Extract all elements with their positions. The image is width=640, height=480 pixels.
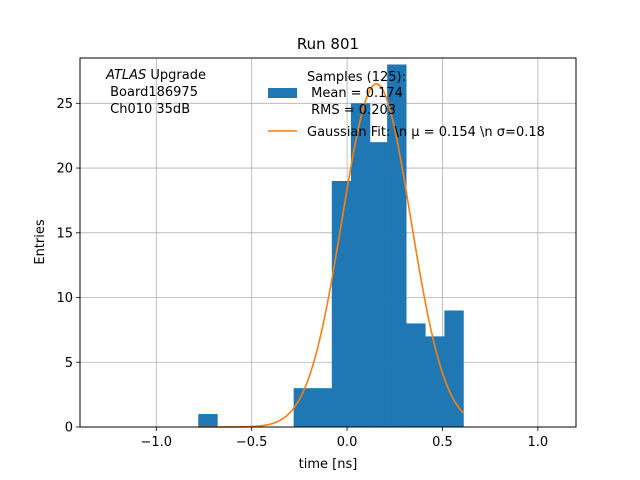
histogram-bar-3 bbox=[331, 181, 352, 427]
x-tick-label-2: 0.0 bbox=[337, 435, 358, 450]
x-axis-ticks: −1.0 −0.5 0.0 0.5 1.0 bbox=[141, 427, 549, 450]
annotation-line-1: ATLAS Upgrade bbox=[105, 68, 206, 83]
histogram-bar-0 bbox=[198, 414, 218, 427]
x-tick-label-0: −1.0 bbox=[141, 435, 173, 450]
legend-samples-line-1: Samples (125): bbox=[307, 70, 406, 85]
histogram-bar-2 bbox=[312, 388, 333, 427]
y-tick-label-5: 25 bbox=[56, 97, 73, 112]
histogram-bar-1 bbox=[293, 388, 314, 427]
annotation-atlas: ATLAS bbox=[105, 68, 146, 83]
legend-samples-line-2: Mean = 0.174 bbox=[307, 86, 403, 101]
annotation-upgrade: Upgrade bbox=[146, 68, 206, 83]
x-axis-label: time [ns] bbox=[299, 457, 358, 472]
histogram-bar-8 bbox=[425, 336, 445, 427]
y-tick-label-3: 15 bbox=[56, 226, 73, 241]
histogram-bar-4 bbox=[350, 103, 371, 427]
y-tick-label-0: 0 bbox=[65, 421, 73, 436]
y-tick-label-2: 10 bbox=[56, 291, 73, 306]
histogram-bar-7 bbox=[406, 323, 426, 427]
histogram-bars bbox=[198, 64, 464, 427]
legend: Samples (125): Mean = 0.174 RMS = 0.203 … bbox=[268, 70, 545, 140]
x-tick-label-3: 0.5 bbox=[432, 435, 453, 450]
histogram-bar-6 bbox=[387, 64, 407, 427]
x-tick-label-4: 1.0 bbox=[528, 435, 549, 450]
legend-fit-label: Gaussian Fit: \n μ = 0.154 \n σ=0.18 bbox=[307, 125, 545, 140]
annotation-line-2: Board186975 bbox=[106, 85, 198, 100]
y-tick-label-1: 5 bbox=[65, 356, 73, 371]
legend-samples-swatch bbox=[268, 88, 297, 98]
axes-frame bbox=[79, 57, 577, 428]
annotation-line-3: Ch010 35dB bbox=[106, 102, 190, 117]
y-axis-label: Entries bbox=[33, 219, 48, 265]
y-axis-ticks: 0 5 10 15 20 25 bbox=[56, 97, 80, 436]
legend-samples-line-3: RMS = 0.203 bbox=[307, 103, 396, 118]
histogram-bar-5 bbox=[369, 142, 388, 427]
x-tick-label-1: −0.5 bbox=[236, 435, 268, 450]
atlas-annotation: ATLAS Upgrade Board186975 Ch010 35dB bbox=[105, 68, 206, 117]
histogram-bar-9 bbox=[444, 310, 464, 427]
y-tick-label-4: 20 bbox=[56, 162, 73, 177]
chart-title: Run 801 bbox=[297, 35, 359, 53]
